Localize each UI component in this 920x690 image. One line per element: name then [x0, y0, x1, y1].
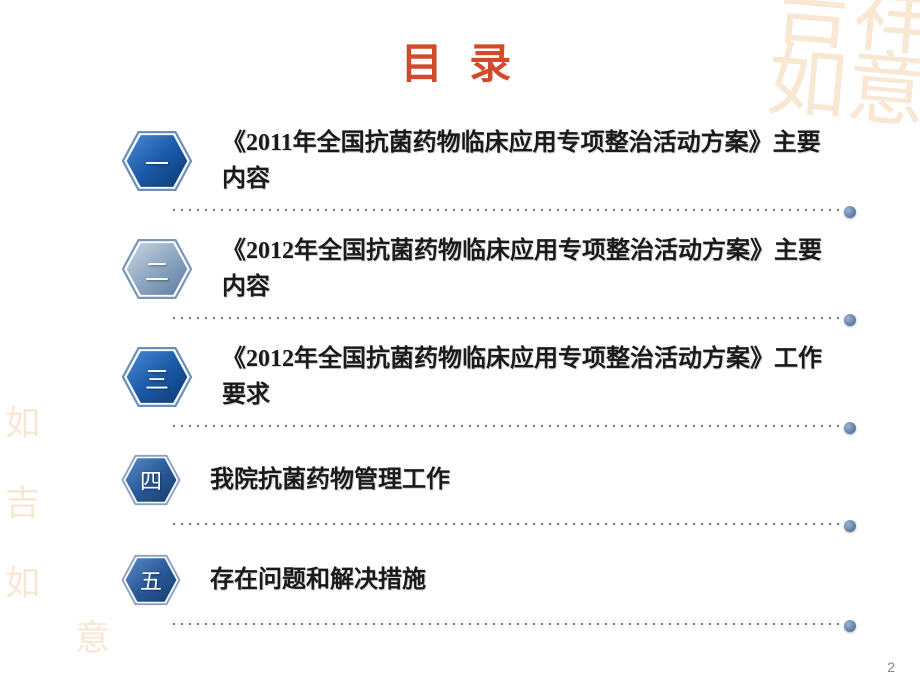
toc-item-4: 四 我院抗菌药物管理工作 [120, 445, 840, 515]
line-end-dot [844, 314, 856, 326]
line-end-dot [844, 422, 856, 434]
toc-number-1: 一 [145, 144, 169, 179]
page-number: 2 [887, 659, 895, 675]
toc-item-1: 一 《2011年全国抗菌药物临床应用专项整治活动方案》主要内容 [120, 121, 840, 201]
toc-text-4: 我院抗菌药物管理工作 [210, 462, 450, 498]
line-end-dot [844, 520, 856, 532]
toc-number-4: 四 [140, 464, 162, 496]
line-end-dot [844, 206, 856, 218]
toc-item-3: 三 《2012年全国抗菌药物临床应用专项整治活动方案》工作要求 [120, 337, 840, 417]
toc-text-1: 《2011年全国抗菌药物临床应用专项整治活动方案》主要内容 [222, 125, 840, 197]
page-title: 目 录 [0, 0, 920, 91]
toc-text-2: 《2012年全国抗菌药物临床应用专项整治活动方案》主要内容 [222, 233, 840, 305]
dotted-divider [170, 423, 850, 429]
hexagon-badge-5: 五 [120, 553, 182, 607]
dotted-divider [170, 521, 850, 527]
decorative-seal-left-4: 意 [75, 610, 110, 661]
hexagon-badge-4: 四 [120, 453, 182, 507]
toc-number-5: 五 [140, 564, 162, 596]
toc-text-5: 存在问题和解决措施 [210, 562, 426, 598]
hexagon-badge-1: 一 [120, 129, 194, 193]
hexagon-badge-2: 二 [120, 237, 194, 301]
dotted-divider [170, 621, 850, 627]
hexagon-badge-3: 三 [120, 345, 194, 409]
dotted-divider [170, 207, 850, 213]
toc-number-3: 三 [145, 360, 169, 395]
toc-item-5: 五 存在问题和解决措施 [120, 545, 840, 615]
toc-list: 一 《2011年全国抗菌药物临床应用专项整治活动方案》主要内容 二 《2012年… [0, 91, 920, 615]
toc-item-2: 二 《2012年全国抗菌药物临床应用专项整治活动方案》主要内容 [120, 229, 840, 309]
line-end-dot [844, 620, 856, 632]
dotted-divider [170, 315, 850, 321]
toc-number-2: 二 [145, 252, 169, 287]
toc-text-3: 《2012年全国抗菌药物临床应用专项整治活动方案》工作要求 [222, 341, 840, 413]
